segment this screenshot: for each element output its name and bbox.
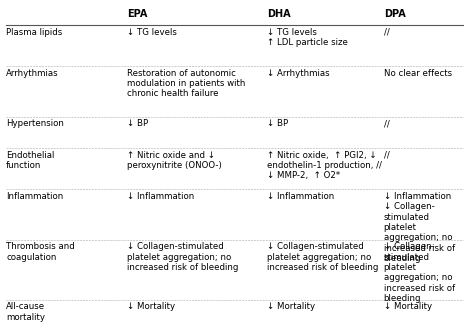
Text: Hypertension: Hypertension — [6, 119, 64, 128]
Text: ↓ Collagen-
stimulated
platelet
aggregation; no
increased risk of
bleeding: ↓ Collagen- stimulated platelet aggregat… — [383, 242, 455, 303]
Text: All-cause
mortality: All-cause mortality — [6, 302, 45, 321]
Text: ↓ Mortality: ↓ Mortality — [127, 302, 175, 311]
Text: EPA: EPA — [127, 9, 147, 19]
Text: Restoration of autonomic
modulation in patients with
chronic health failure: Restoration of autonomic modulation in p… — [127, 68, 246, 98]
Text: ↓ Arrhythmias: ↓ Arrhythmias — [267, 68, 330, 78]
Text: ↓ Inflammation: ↓ Inflammation — [267, 192, 334, 201]
Text: Plasma lipids: Plasma lipids — [6, 28, 62, 37]
Text: ↑ Nitric oxide,  ↑ PGI2, ↓
endothelin-1 production, //
↓ MMP-2,  ↑ O2*: ↑ Nitric oxide, ↑ PGI2, ↓ endothelin-1 p… — [267, 151, 382, 181]
Text: ↓ Collagen-stimulated
platelet aggregation; no
increased risk of bleeding: ↓ Collagen-stimulated platelet aggregati… — [267, 242, 379, 272]
Text: //: // — [383, 151, 390, 160]
Text: //: // — [383, 119, 390, 128]
Text: ↓ Inflammation: ↓ Inflammation — [127, 192, 194, 201]
Text: ↓ Mortality: ↓ Mortality — [383, 302, 432, 311]
Text: ↓ Mortality: ↓ Mortality — [267, 302, 315, 311]
Text: //: // — [383, 28, 390, 37]
Text: ↓ BP: ↓ BP — [127, 119, 148, 128]
Text: ↓ Inflammation
↓ Collagen-
stimulated
platelet
aggregation; no
increased risk of: ↓ Inflammation ↓ Collagen- stimulated pl… — [383, 192, 455, 263]
Text: Inflammation: Inflammation — [6, 192, 64, 201]
Text: ↓ TG levels: ↓ TG levels — [127, 28, 177, 37]
Text: Thrombosis and
coagulation: Thrombosis and coagulation — [6, 242, 75, 261]
Text: Endothelial
function: Endothelial function — [6, 151, 55, 170]
Text: DHA: DHA — [267, 9, 291, 19]
Text: ↓ Collagen-stimulated
platelet aggregation; no
increased risk of bleeding: ↓ Collagen-stimulated platelet aggregati… — [127, 242, 238, 272]
Text: ↓ TG levels
↑ LDL particle size: ↓ TG levels ↑ LDL particle size — [267, 28, 348, 47]
Text: ↓ BP: ↓ BP — [267, 119, 288, 128]
Text: Arrhythmias: Arrhythmias — [6, 68, 59, 78]
Text: DPA: DPA — [383, 9, 405, 19]
Text: ↑ Nitric oxide and ↓
peroxynitrite (ONOO-): ↑ Nitric oxide and ↓ peroxynitrite (ONOO… — [127, 151, 222, 170]
Text: No clear effects: No clear effects — [383, 68, 452, 78]
